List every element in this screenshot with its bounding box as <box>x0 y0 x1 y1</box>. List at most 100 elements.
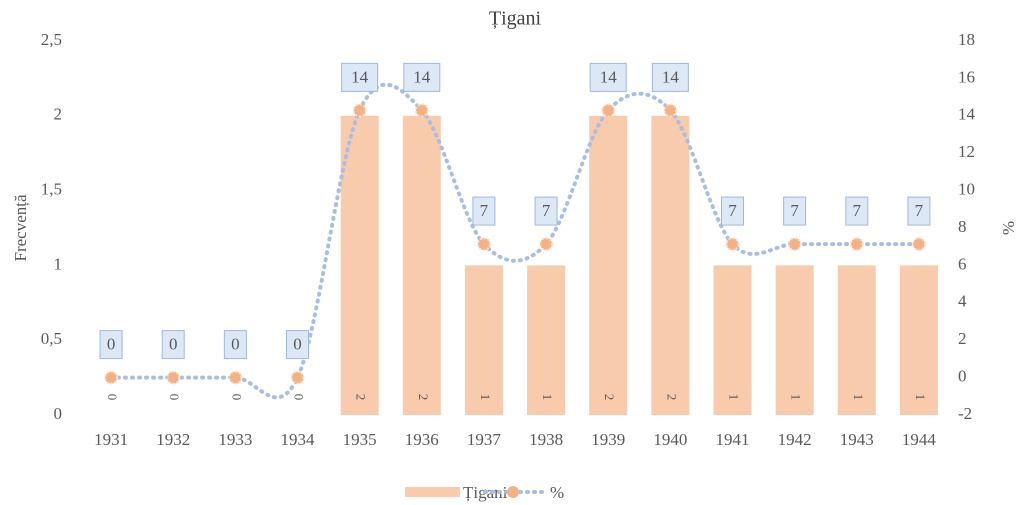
data-label-box <box>845 196 869 226</box>
bar <box>589 115 628 416</box>
data-label-box <box>651 62 689 92</box>
data-label: 14 <box>662 67 680 86</box>
bar-value-label: 1 <box>540 394 555 401</box>
line-marker <box>414 103 429 118</box>
y-tick-label: 2 <box>54 105 63 124</box>
line-marker <box>290 370 305 385</box>
x-tick-label: 1931 <box>94 430 128 449</box>
x-tick-label: 1932 <box>156 430 190 449</box>
data-label: 14 <box>600 67 618 86</box>
line-marker <box>601 103 616 118</box>
bar-value-label: 2 <box>416 394 431 401</box>
line-marker <box>539 237 554 252</box>
bar <box>837 265 876 415</box>
x-tick-label: 1937 <box>467 430 502 449</box>
bar-value-label: 1 <box>727 394 742 401</box>
data-label-box <box>223 330 247 360</box>
line-marker <box>476 237 491 252</box>
legend-label: % <box>550 483 564 502</box>
bar-value-label: 1 <box>478 394 493 401</box>
bar <box>713 265 752 415</box>
legend-swatch <box>405 487 460 497</box>
data-label: 14 <box>413 67 431 86</box>
data-label: 7 <box>790 201 799 220</box>
line-marker <box>166 370 181 385</box>
bar-value-label: 1 <box>851 394 866 401</box>
line <box>109 82 921 400</box>
y2-tick-label: 10 <box>958 180 975 199</box>
line-marker <box>352 103 367 118</box>
x-tick-label: 1934 <box>281 430 316 449</box>
x-tick-label: 1944 <box>902 430 937 449</box>
chart-title: Țigani <box>489 8 542 30</box>
bar <box>651 115 690 416</box>
x-tick-label: 1933 <box>218 430 252 449</box>
y2-axis-title: % <box>999 221 1018 235</box>
bar-value-label: 0 <box>167 394 182 401</box>
data-label: 0 <box>231 335 240 354</box>
bar-value-label: 0 <box>229 394 244 401</box>
bar-value-label: 1 <box>789 394 804 401</box>
data-label: 7 <box>542 201 551 220</box>
legend-marker <box>507 486 519 498</box>
line-marker <box>849 237 864 252</box>
data-label: 0 <box>293 335 302 354</box>
y2-tick-label: 14 <box>958 105 976 124</box>
x-tick-label: 1938 <box>529 430 563 449</box>
data-label: 7 <box>480 201 489 220</box>
x-tick-label: 1942 <box>778 430 812 449</box>
y2-tick-label: 18 <box>958 30 975 49</box>
y2-tick-label: 12 <box>958 142 975 161</box>
x-tick-label: 1935 <box>343 430 377 449</box>
data-label-box <box>783 196 807 226</box>
line-marker <box>725 237 740 252</box>
y2-tick-label: 4 <box>958 292 967 311</box>
line-marker <box>911 237 926 252</box>
data-label-box <box>907 196 931 226</box>
y-tick-label: 1,5 <box>41 180 62 199</box>
line-marker <box>663 103 678 118</box>
line-marker <box>787 237 802 252</box>
data-label-box <box>341 62 379 92</box>
data-label-box <box>161 330 185 360</box>
data-label: 14 <box>351 67 369 86</box>
y-tick-label: 0 <box>54 404 63 423</box>
data-label: 0 <box>169 335 178 354</box>
y2-tick-label: 8 <box>958 217 967 236</box>
y2-tick-label: 2 <box>958 329 967 348</box>
y2-tick-label: 0 <box>958 367 967 386</box>
bar-value-label: 2 <box>664 394 679 401</box>
y-axis-title: Frecvență <box>11 194 30 261</box>
y-tick-label: 1 <box>54 254 63 273</box>
x-tick-label: 1940 <box>653 430 687 449</box>
y-tick-label: 2,5 <box>41 30 62 49</box>
data-label-box <box>721 196 744 226</box>
data-label: 7 <box>728 201 737 220</box>
data-label: 7 <box>853 201 862 220</box>
data-label: 0 <box>107 335 116 354</box>
data-label-box <box>286 330 309 360</box>
bar <box>464 265 503 415</box>
y-tick-label: 0,5 <box>41 329 62 348</box>
bar <box>402 115 441 416</box>
bar-value-label: 2 <box>602 394 617 401</box>
x-tick-label: 1936 <box>405 430 439 449</box>
x-tick-label: 1939 <box>591 430 625 449</box>
line-marker <box>228 370 243 385</box>
bar <box>899 265 938 415</box>
data-label-box <box>472 196 496 226</box>
x-tick-label: 1941 <box>716 430 750 449</box>
y2-tick-label: -2 <box>958 404 972 423</box>
bar-value-label: 0 <box>105 394 120 401</box>
bar-value-label: 0 <box>292 394 307 401</box>
bar-value-label: 1 <box>913 394 928 401</box>
line-marker <box>104 370 119 385</box>
bar <box>527 265 566 415</box>
bar-value-label: 2 <box>354 394 369 401</box>
bar <box>340 115 379 416</box>
data-label-box <box>99 330 123 360</box>
y2-tick-label: 6 <box>958 254 967 273</box>
data-label-box <box>534 196 558 226</box>
